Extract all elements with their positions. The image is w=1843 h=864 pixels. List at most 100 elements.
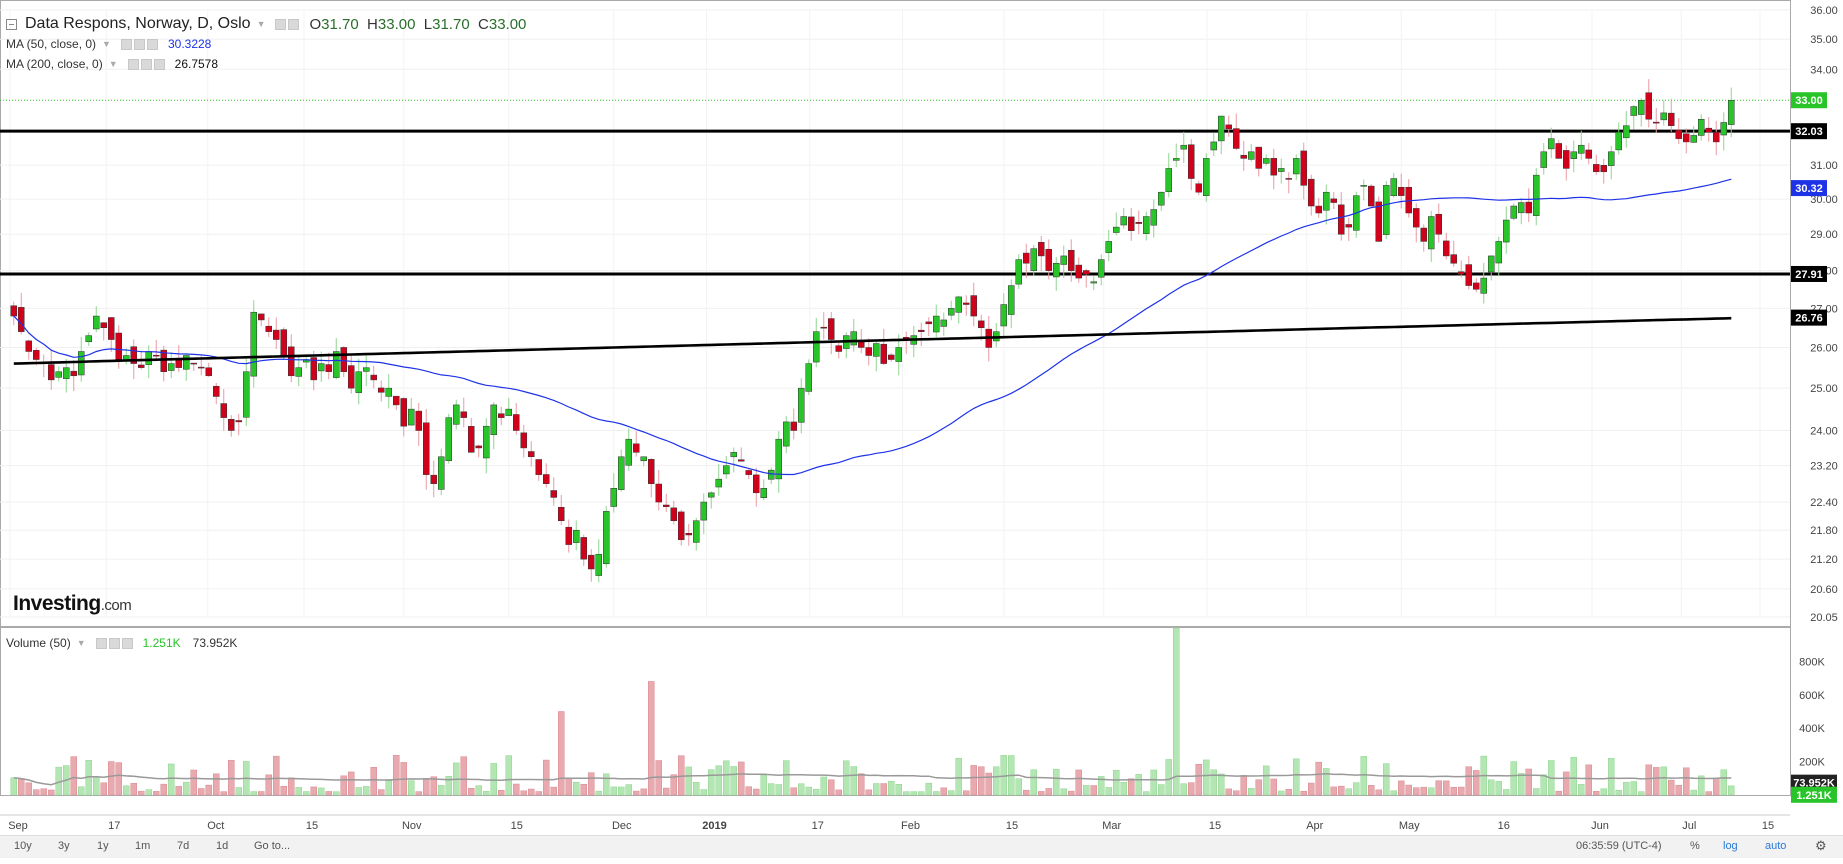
volume-bar — [850, 766, 857, 796]
volume-bar — [1128, 778, 1135, 796]
range-1d-button[interactable]: 1d — [216, 840, 229, 852]
volume-bar — [1368, 785, 1375, 796]
candle-body — [1165, 168, 1172, 192]
volume-bar — [1623, 781, 1630, 796]
range-3y-button[interactable]: 3y — [58, 840, 70, 852]
candle-body — [1143, 216, 1150, 234]
volume-bar — [963, 790, 970, 796]
investing-logo: Investing.com — [13, 592, 132, 615]
candle-body — [468, 426, 475, 453]
volume-bar — [1428, 787, 1435, 796]
settings-gear-icon[interactable]: ⚙ — [1815, 838, 1827, 853]
volume-bar — [685, 766, 692, 796]
candle-body — [970, 295, 977, 317]
gear-icon[interactable] — [140, 58, 152, 70]
candle-body — [1563, 150, 1570, 169]
candle-body — [760, 488, 767, 498]
volume-bar — [1098, 776, 1105, 796]
candle-body — [310, 357, 317, 381]
x-tick-label: May — [1399, 820, 1420, 832]
eye-icon[interactable] — [95, 637, 107, 649]
candle-body — [1150, 209, 1157, 226]
collapse-icon[interactable] — [6, 18, 17, 30]
candle-body — [348, 365, 355, 389]
series-controls[interactable] — [275, 18, 300, 30]
indicator-controls[interactable] — [95, 637, 133, 649]
chevron-down-icon[interactable]: ▼ — [102, 39, 111, 49]
volume-bar — [318, 787, 325, 796]
volume-bar — [550, 786, 557, 796]
range-1m-button[interactable]: 1m — [135, 840, 151, 852]
auto-toggle[interactable]: auto — [1765, 840, 1787, 852]
log-toggle[interactable]: log — [1723, 840, 1738, 852]
volume-bar — [213, 773, 220, 796]
chevron-down-icon[interactable]: ▼ — [108, 59, 118, 69]
range-7d-button[interactable]: 7d — [177, 840, 190, 852]
candle-body — [1510, 205, 1517, 219]
goto-button[interactable]: Go to... — [254, 840, 291, 852]
volume-bar — [1233, 790, 1240, 796]
volume-bar — [1105, 787, 1112, 796]
candle-body — [820, 326, 827, 329]
range-10y-button[interactable]: 10y — [14, 840, 32, 852]
candle-body — [1698, 119, 1705, 136]
candle-body — [498, 413, 505, 418]
volume-bar — [1720, 769, 1727, 796]
volume-bar — [1188, 782, 1195, 796]
volume-bar — [303, 791, 310, 796]
x-tick-label: Feb — [901, 820, 920, 832]
eye-icon[interactable] — [275, 18, 287, 30]
eye-icon[interactable] — [127, 58, 139, 70]
range-1y-button[interactable]: 1y — [97, 840, 109, 852]
candle-body — [340, 347, 347, 372]
chevron-down-icon[interactable]: ▼ — [76, 638, 86, 648]
candle-body — [190, 362, 197, 365]
volume-bar — [310, 786, 317, 796]
timezone-clock[interactable]: 06:35:59 (UTC-4) — [1576, 840, 1662, 852]
close-icon[interactable] — [121, 637, 133, 649]
gear-icon[interactable] — [288, 18, 300, 30]
candle-body — [1488, 255, 1495, 273]
volume-bar — [1263, 765, 1270, 796]
indicator-controls[interactable] — [127, 58, 165, 70]
gear-icon[interactable] — [133, 38, 145, 50]
close-icon[interactable] — [153, 58, 165, 70]
close-icon[interactable] — [146, 38, 158, 50]
eye-icon[interactable] — [120, 38, 132, 50]
candle-body — [213, 385, 220, 397]
x-tick-label: Oct — [207, 820, 224, 832]
volume-bar — [1083, 785, 1090, 796]
volume-bar — [100, 782, 107, 796]
volume-bar — [250, 791, 257, 796]
candle-body — [1285, 178, 1292, 180]
candle-body — [168, 363, 175, 371]
volume-label-badge — [1791, 774, 1837, 791]
candle-body — [115, 332, 122, 360]
percent-toggle[interactable]: % — [1690, 840, 1700, 852]
candle-body — [640, 456, 647, 462]
volume-bar — [970, 765, 977, 796]
candle-body — [220, 403, 227, 418]
volume-bar — [1570, 757, 1577, 796]
volume-bar — [663, 787, 670, 796]
volume-bar — [10, 777, 17, 796]
chart-canvas[interactable]: 36.0035.0034.0031.0030.0029.0028.0027.00… — [0, 0, 1843, 835]
volume-bar — [1045, 788, 1052, 796]
candle-body — [1300, 150, 1307, 186]
volume-bar — [1143, 791, 1150, 796]
volume-bar — [1465, 766, 1472, 796]
chevron-down-icon[interactable]: ▼ — [256, 19, 266, 29]
volume-bar — [1615, 789, 1622, 796]
volume-bar — [880, 783, 887, 796]
gear-icon[interactable] — [108, 637, 120, 649]
candle-body — [1293, 158, 1300, 175]
candle-body — [873, 343, 880, 357]
candle-body — [1218, 115, 1225, 142]
candle-body — [1615, 131, 1622, 151]
candle-body — [355, 371, 362, 393]
candle-body — [708, 492, 715, 498]
indicator-controls[interactable] — [120, 38, 158, 50]
volume-bar — [498, 790, 505, 796]
volume-bar — [573, 781, 580, 796]
price-label-badge — [1791, 180, 1827, 197]
